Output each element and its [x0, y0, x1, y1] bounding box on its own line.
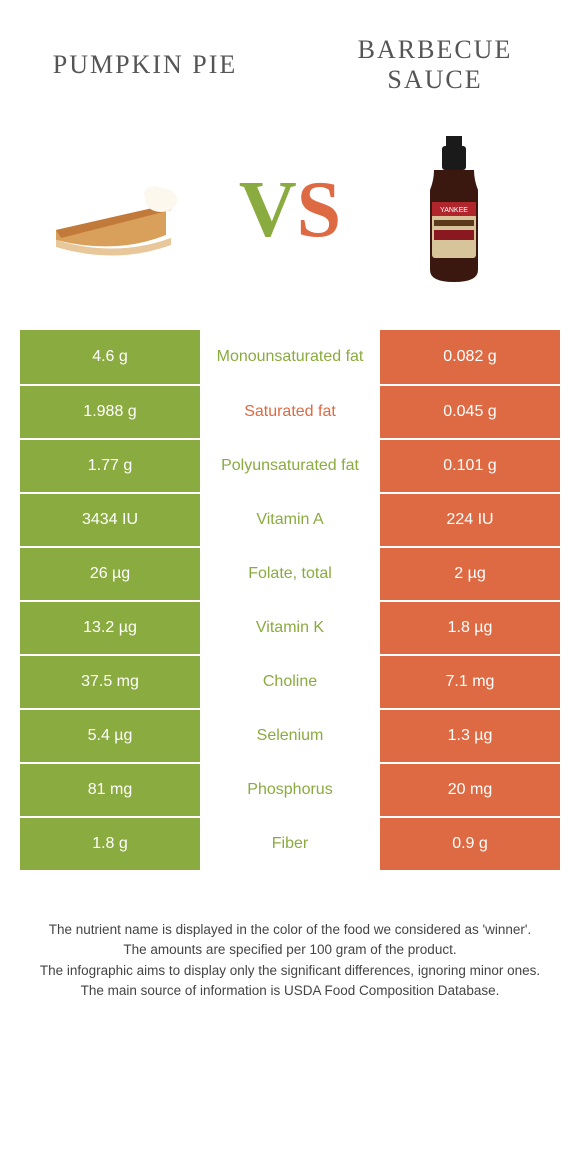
right-value: 2 µg — [380, 548, 560, 600]
right-value: 0.082 g — [380, 330, 560, 384]
footer-line-1: The nutrient name is displayed in the co… — [30, 920, 550, 940]
footer-line-4: The main source of information is USDA F… — [30, 981, 550, 1001]
right-value: 224 IU — [380, 494, 560, 546]
vs-v: V — [239, 166, 297, 254]
vs-s: S — [297, 166, 342, 254]
right-value: 0.045 g — [380, 386, 560, 438]
header: PUMPKIN PIE BARBECUE SAUCE — [0, 0, 580, 110]
right-value: 1.8 µg — [380, 602, 560, 654]
footer-line-2: The amounts are specified per 100 gram o… — [30, 940, 550, 960]
right-value: 20 mg — [380, 764, 560, 816]
nutrient-label: Vitamin K — [200, 602, 380, 654]
right-title: BARBECUE SAUCE — [290, 20, 580, 110]
nutrient-label: Polyunsaturated fat — [200, 440, 380, 492]
pumpkin-pie-icon — [46, 140, 206, 280]
images-row: VS YANKEE — [0, 110, 580, 310]
vs-label: VS — [239, 165, 341, 256]
table-row: 1.8 gFiber0.9 g — [20, 816, 560, 870]
right-value: 1.3 µg — [380, 710, 560, 762]
barbecue-sauce-icon: YANKEE — [374, 140, 534, 280]
left-value: 1.988 g — [20, 386, 200, 438]
table-row: 5.4 µgSelenium1.3 µg — [20, 708, 560, 762]
table-row: 1.988 gSaturated fat0.045 g — [20, 384, 560, 438]
nutrient-label: Saturated fat — [200, 386, 380, 438]
left-value: 37.5 mg — [20, 656, 200, 708]
footer-line-3: The infographic aims to display only the… — [30, 961, 550, 981]
table-row: 26 µgFolate, total2 µg — [20, 546, 560, 600]
table-row: 81 mgPhosphorus20 mg — [20, 762, 560, 816]
right-value: 0.101 g — [380, 440, 560, 492]
footer-notes: The nutrient name is displayed in the co… — [30, 920, 550, 1001]
table-row: 1.77 gPolyunsaturated fat0.101 g — [20, 438, 560, 492]
left-value: 3434 IU — [20, 494, 200, 546]
nutrient-label: Folate, total — [200, 548, 380, 600]
comparison-table: 4.6 gMonounsaturated fat0.082 g1.988 gSa… — [20, 330, 560, 870]
table-row: 3434 IUVitamin A224 IU — [20, 492, 560, 546]
nutrient-label: Vitamin A — [200, 494, 380, 546]
left-value: 13.2 µg — [20, 602, 200, 654]
left-value: 1.77 g — [20, 440, 200, 492]
nutrient-label: Selenium — [200, 710, 380, 762]
nutrient-label: Fiber — [200, 818, 380, 870]
table-row: 4.6 gMonounsaturated fat0.082 g — [20, 330, 560, 384]
svg-text:YANKEE: YANKEE — [440, 207, 468, 214]
left-title: PUMPKIN PIE — [0, 20, 290, 110]
table-row: 37.5 mgCholine7.1 mg — [20, 654, 560, 708]
left-value: 81 mg — [20, 764, 200, 816]
nutrient-label: Choline — [200, 656, 380, 708]
left-value: 1.8 g — [20, 818, 200, 870]
table-row: 13.2 µgVitamin K1.8 µg — [20, 600, 560, 654]
left-value: 4.6 g — [20, 330, 200, 384]
right-value: 0.9 g — [380, 818, 560, 870]
left-value: 5.4 µg — [20, 710, 200, 762]
nutrient-label: Monounsaturated fat — [200, 330, 380, 384]
left-value: 26 µg — [20, 548, 200, 600]
nutrient-label: Phosphorus — [200, 764, 380, 816]
right-value: 7.1 mg — [380, 656, 560, 708]
